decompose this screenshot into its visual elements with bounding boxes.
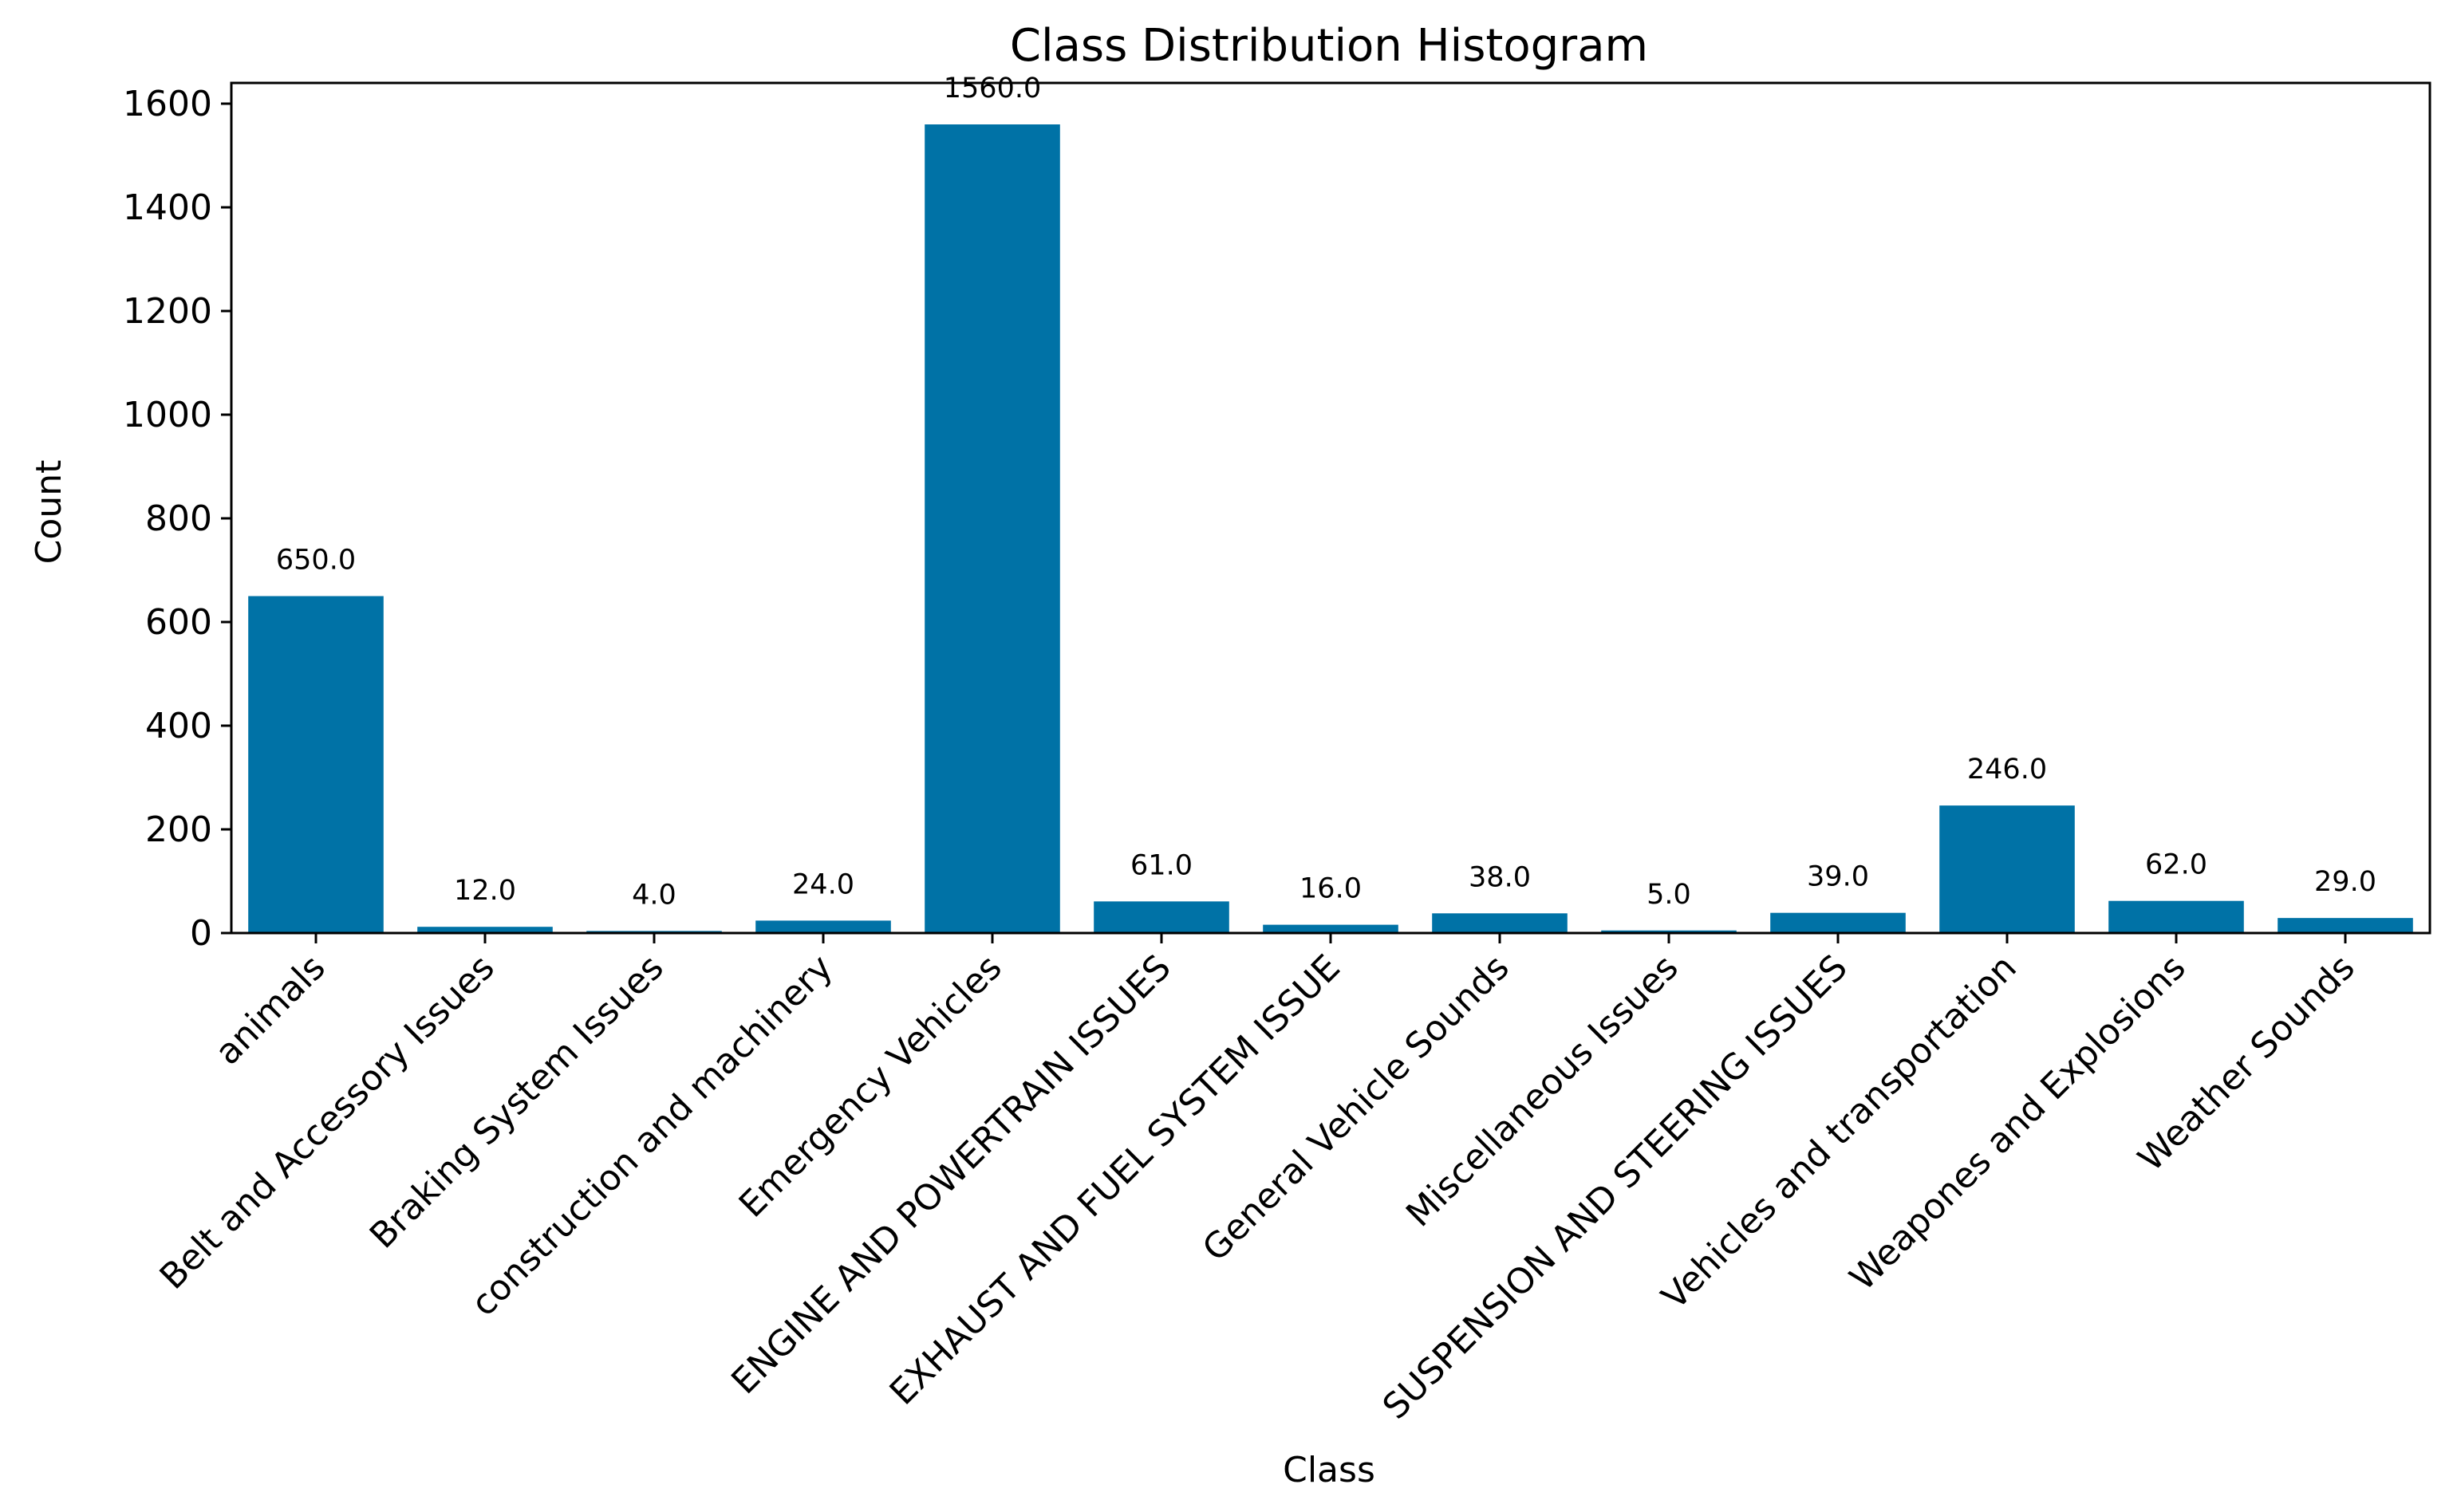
y-tick-label: 800 [145, 498, 212, 539]
bar [755, 920, 891, 933]
bar-value-label: 5.0 [1647, 879, 1691, 911]
bar-value-label: 12.0 [454, 875, 516, 907]
bar [1770, 912, 1906, 933]
bar-value-label: 1560.0 [944, 73, 1041, 104]
bar-value-label: 16.0 [1299, 873, 1362, 905]
bar [2278, 918, 2413, 933]
y-axis-ticks: 0 200 400 600 800 1000 1200 1400 1600 [123, 84, 231, 954]
bar-value-label: 650.0 [276, 545, 356, 577]
y-tick-label: 1400 [123, 187, 212, 228]
bar-value-label: 62.0 [2145, 849, 2207, 881]
y-axis-label: Count [29, 460, 69, 565]
x-tick-label: construction and machinery [463, 947, 841, 1325]
x-tick-label: Weapones and Explosions [1842, 947, 2194, 1299]
bar [2108, 900, 2244, 933]
bar-value-label: 29.0 [2314, 866, 2376, 898]
bar-value-label: 24.0 [792, 868, 854, 900]
bar [417, 927, 553, 933]
bars-group [248, 124, 2413, 933]
bar-value-label: 38.0 [1469, 861, 1531, 893]
x-tick-label: General Vehicle Sounds [1195, 947, 1517, 1270]
bar-value-label: 61.0 [1130, 849, 1193, 881]
y-tick-label: 1200 [123, 291, 212, 332]
chart-title: Class Distribution Histogram [1010, 20, 1648, 72]
x-tick-label: Miscellaneous Issues [1398, 947, 1686, 1235]
y-tick-label: 1000 [123, 395, 212, 435]
bar [1601, 930, 1737, 933]
x-axis-label: Class [1283, 1450, 1375, 1490]
y-tick-label: 200 [145, 809, 212, 850]
bar [1432, 913, 1568, 933]
y-tick-label: 400 [145, 706, 212, 746]
x-tick-label: Belt and Accessory Issues [152, 947, 503, 1297]
bar [248, 596, 384, 933]
bar [925, 124, 1060, 933]
x-tick-label: animals [207, 947, 333, 1073]
x-tick-label: Vehicles and transportation [1654, 947, 2024, 1317]
y-tick-label: 1600 [123, 84, 212, 124]
bar-value-label: 246.0 [1967, 754, 2047, 786]
bar-value-label: 39.0 [1807, 861, 1869, 893]
bar [1939, 805, 2075, 933]
y-tick-label: 0 [190, 913, 212, 954]
bar [1094, 901, 1229, 933]
value-labels-group: 650.0 12.0 4.0 24.0 1560.0 61.0 16.0 38.0 5.0 39.… [276, 73, 2376, 911]
plot-frame [230, 81, 2431, 935]
bar [1263, 924, 1398, 933]
x-tick-label: Braking System Issues [362, 947, 672, 1257]
y-tick-label: 600 [145, 602, 212, 643]
bar-value-label: 4.0 [632, 879, 676, 911]
